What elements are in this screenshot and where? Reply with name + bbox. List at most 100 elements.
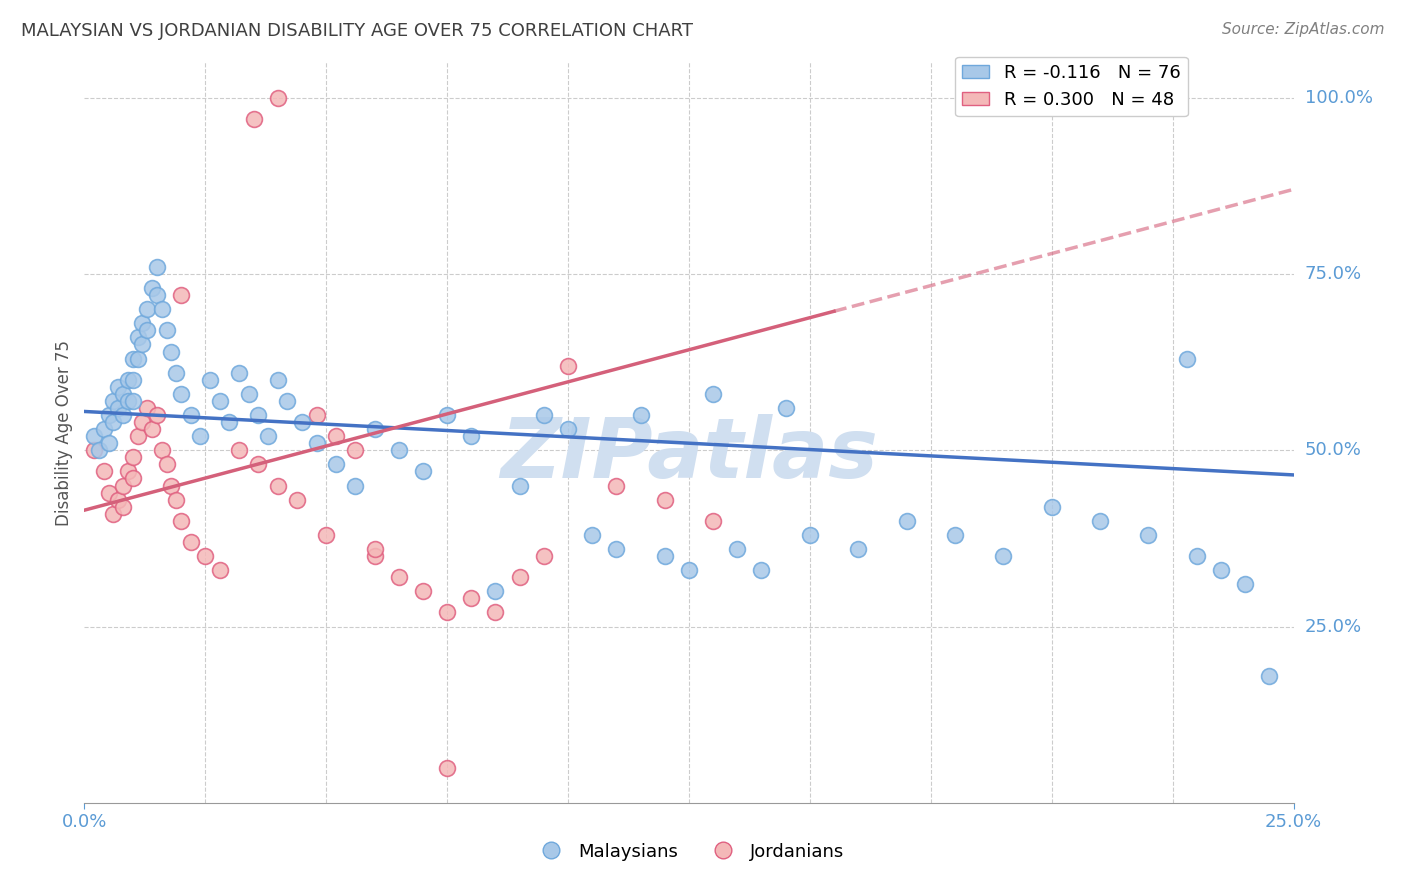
Point: [605, 541, 627, 556]
Point: [117, 393, 139, 408]
Point: [170, 387, 193, 401]
Point: [141, 281, 163, 295]
Point: [267, 478, 290, 492]
Point: [388, 570, 411, 584]
Point: [103, 415, 125, 429]
Point: [315, 528, 337, 542]
Point: [276, 393, 298, 408]
Point: [136, 401, 159, 415]
Text: ZIPatlas: ZIPatlas: [501, 414, 877, 495]
Point: [165, 492, 187, 507]
Point: [112, 478, 135, 492]
Point: [228, 366, 250, 380]
Point: [1185, 549, 1208, 563]
Point: [131, 415, 153, 429]
Point: [943, 528, 966, 542]
Point: [242, 112, 264, 126]
Point: [436, 760, 458, 774]
Point: [247, 408, 270, 422]
Point: [103, 507, 125, 521]
Text: 75.0%: 75.0%: [1305, 265, 1362, 283]
Point: [1175, 351, 1198, 366]
Point: [725, 541, 748, 556]
Point: [107, 380, 129, 394]
Point: [775, 401, 797, 415]
Point: [190, 429, 212, 443]
Point: [533, 408, 555, 422]
Point: [533, 549, 555, 563]
Point: [155, 458, 177, 472]
Point: [121, 351, 143, 366]
Point: [170, 288, 193, 302]
Point: [83, 443, 105, 458]
Point: [509, 570, 531, 584]
Text: 25.0%: 25.0%: [1305, 617, 1362, 635]
Point: [247, 458, 270, 472]
Point: [117, 373, 139, 387]
Point: [1258, 669, 1281, 683]
Point: [198, 373, 221, 387]
Point: [194, 549, 217, 563]
Point: [1040, 500, 1063, 514]
Point: [107, 401, 129, 415]
Point: [97, 485, 120, 500]
Point: [388, 443, 411, 458]
Point: [131, 316, 153, 330]
Point: [285, 492, 308, 507]
Point: [121, 393, 143, 408]
Point: [325, 458, 347, 472]
Point: [112, 387, 135, 401]
Point: [630, 408, 652, 422]
Point: [1209, 563, 1232, 577]
Point: [97, 408, 120, 422]
Point: [412, 464, 434, 478]
Point: [146, 260, 169, 274]
Point: [121, 471, 143, 485]
Point: [325, 429, 347, 443]
Point: [557, 359, 579, 373]
Point: [702, 514, 724, 528]
Point: [344, 478, 367, 492]
Point: [141, 422, 163, 436]
Point: [112, 408, 135, 422]
Point: [460, 429, 482, 443]
Point: [291, 415, 314, 429]
Point: [257, 429, 280, 443]
Point: [127, 429, 149, 443]
Text: Source: ZipAtlas.com: Source: ZipAtlas.com: [1222, 22, 1385, 37]
Point: [131, 337, 153, 351]
Point: [363, 541, 385, 556]
Point: [208, 393, 231, 408]
Point: [170, 514, 193, 528]
Text: 100.0%: 100.0%: [1305, 88, 1372, 107]
Point: [436, 408, 458, 422]
Point: [160, 478, 183, 492]
Point: [83, 429, 105, 443]
Point: [436, 606, 458, 620]
Y-axis label: Disability Age Over 75: Disability Age Over 75: [55, 340, 73, 525]
Point: [678, 563, 700, 577]
Point: [460, 591, 482, 606]
Point: [117, 464, 139, 478]
Point: [112, 500, 135, 514]
Point: [363, 422, 385, 436]
Point: [127, 330, 149, 344]
Point: [87, 443, 110, 458]
Text: MALAYSIAN VS JORDANIAN DISABILITY AGE OVER 75 CORRELATION CHART: MALAYSIAN VS JORDANIAN DISABILITY AGE OV…: [21, 22, 693, 40]
Point: [121, 373, 143, 387]
Point: [1137, 528, 1160, 542]
Point: [702, 387, 724, 401]
Point: [238, 387, 260, 401]
Point: [155, 323, 177, 337]
Point: [654, 492, 676, 507]
Legend: Malaysians, Jordanians: Malaysians, Jordanians: [526, 836, 852, 868]
Point: [305, 408, 328, 422]
Point: [136, 323, 159, 337]
Point: [993, 549, 1015, 563]
Point: [846, 541, 869, 556]
Point: [103, 393, 125, 408]
Point: [509, 478, 531, 492]
Point: [121, 450, 143, 465]
Point: [267, 91, 290, 105]
Point: [799, 528, 821, 542]
